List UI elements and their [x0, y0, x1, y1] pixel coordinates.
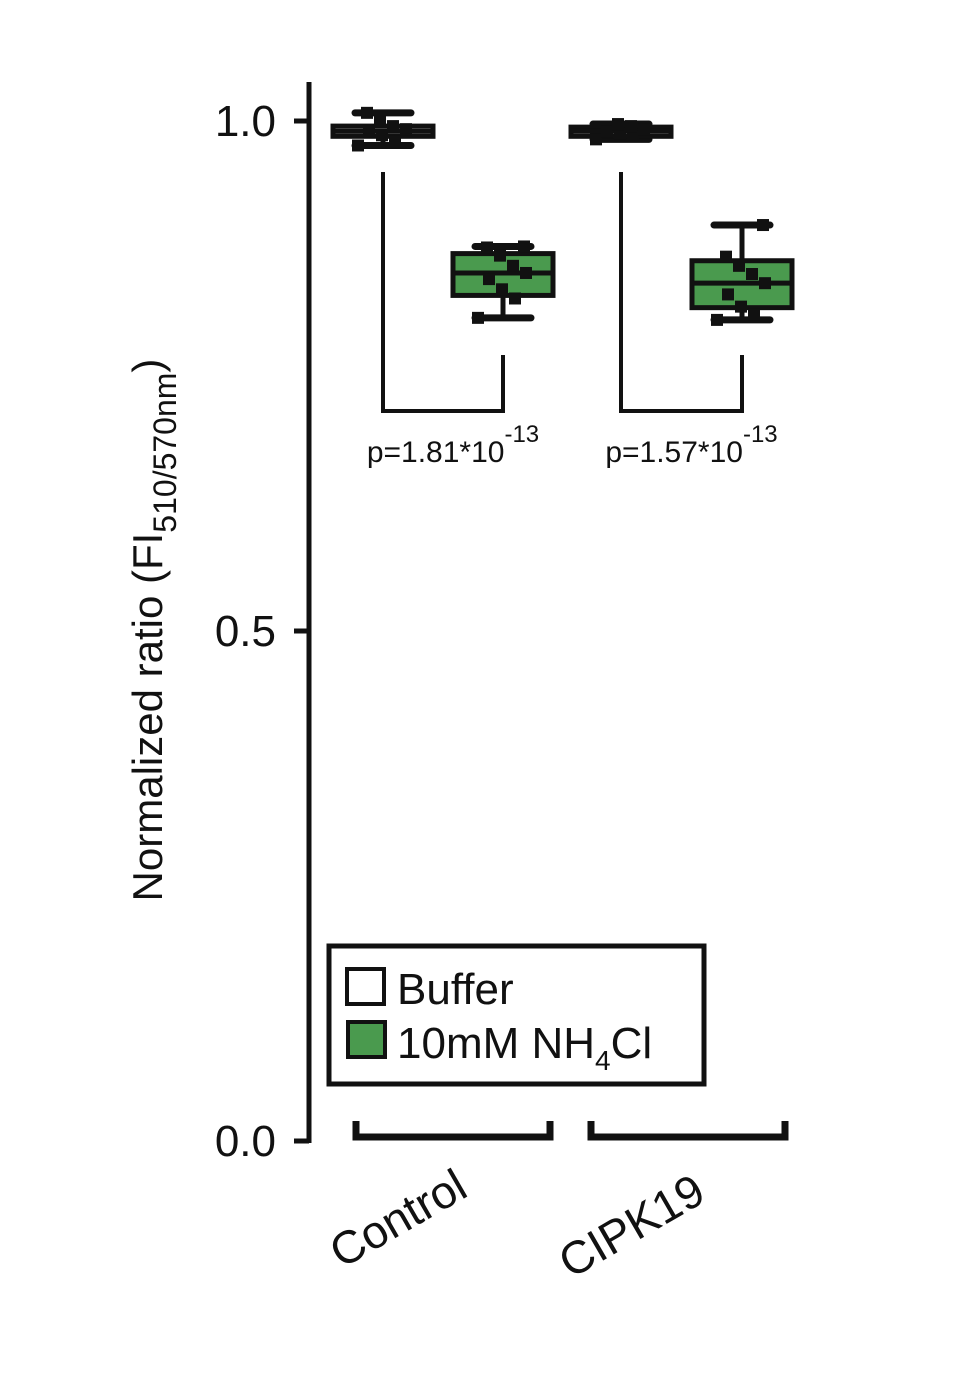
data-point [612, 118, 624, 131]
x-category-label: Control [321, 1159, 475, 1278]
data-point [757, 219, 769, 232]
data-point [481, 241, 493, 254]
data-point [352, 139, 364, 152]
data-point [400, 123, 412, 136]
y-axis-label-subscript: 510/570nm [147, 373, 183, 533]
group-labels: Control CIPK19 [321, 1121, 789, 1288]
y-tick-label: 0.5 [215, 607, 276, 656]
legend: Buffer 10mM NH4Cl [326, 943, 707, 1087]
data-point [735, 300, 747, 313]
data-point [389, 135, 401, 148]
data-point [387, 120, 399, 133]
data-point [361, 106, 373, 119]
group-bracket-cipk19 [587, 1121, 789, 1141]
data-point [711, 313, 723, 326]
legend-swatch-nh4cl [346, 1020, 387, 1059]
data-point [507, 259, 519, 272]
y-axis: 0.0 0.5 1.0 [215, 82, 312, 1166]
data-point [625, 120, 637, 133]
significance-annotations: p=1.81*10-13 p=1.57*10-13 [367, 172, 778, 469]
y-axis-label-close: ) [124, 359, 171, 373]
data-point [520, 266, 532, 279]
y-tick-label: 0.0 [215, 1117, 276, 1166]
legend-frame [326, 943, 707, 1087]
data-point [590, 133, 602, 146]
p-value-label: p=1.57*10-13 [605, 421, 777, 469]
y-axis-label-main: Normalized ratio (FI [124, 533, 171, 902]
data-point [496, 283, 508, 296]
data-point [746, 268, 758, 280]
data-point [494, 249, 506, 262]
data-point [720, 250, 732, 263]
group-bracket-control [352, 1121, 554, 1141]
data-point [376, 129, 388, 142]
data-point [638, 123, 650, 136]
data-point [748, 308, 760, 321]
y-axis-label: Normalized ratio (FI510/570nm) [124, 359, 183, 902]
legend-label-nh4cl: 10mM NH4Cl [397, 1019, 652, 1076]
data-point [627, 130, 639, 143]
data-point [722, 288, 734, 301]
box-control-buffer [330, 106, 436, 152]
y-tick-label: 1.0 [215, 97, 276, 146]
data-point [518, 240, 530, 253]
p-value-label: p=1.81*10-13 [367, 421, 539, 469]
x-category-label: CIPK19 [550, 1164, 713, 1288]
data-point [601, 125, 613, 138]
box-cipk19-nh4cl [689, 219, 795, 326]
legend-swatch-buffer [345, 967, 386, 1006]
significance-bracket [381, 172, 505, 413]
data-point [759, 277, 771, 290]
box-control-nh4cl [450, 240, 556, 324]
data-point [614, 127, 626, 140]
data-point [472, 311, 484, 324]
data-point [374, 115, 386, 127]
significance-bracket [619, 172, 744, 413]
box-cipk19-buffer [568, 118, 674, 146]
plot-marks [330, 106, 795, 326]
data-point [483, 273, 495, 286]
legend-label-buffer: Buffer [397, 965, 514, 1014]
data-point [509, 292, 521, 305]
data-point [733, 259, 745, 272]
data-point [363, 125, 375, 138]
